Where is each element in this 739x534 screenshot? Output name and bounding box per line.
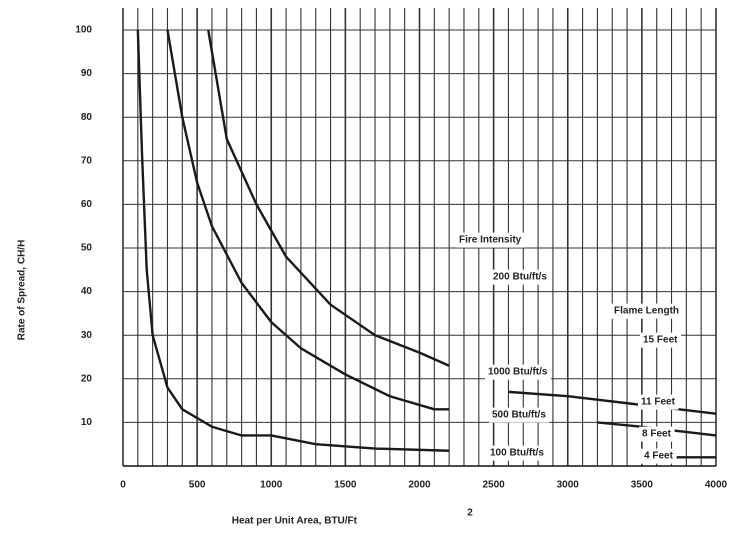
y-tick-label: 20 bbox=[81, 373, 93, 384]
y-tick-label: 10 bbox=[81, 417, 93, 428]
y-tick-label: 60 bbox=[81, 199, 93, 210]
annotation: 1000 Btu/ft/s bbox=[488, 367, 548, 378]
x-tick-label: 0 bbox=[120, 480, 126, 491]
annotation: 500 Btu/ft/s bbox=[492, 410, 546, 421]
annotation: Flame Length bbox=[614, 306, 679, 317]
x-tick-label: 3000 bbox=[557, 480, 580, 491]
x-tick-label: 1500 bbox=[334, 480, 357, 491]
curve bbox=[138, 30, 716, 457]
x-tick-label: 2500 bbox=[483, 480, 506, 491]
x-tick-label: 500 bbox=[189, 480, 206, 491]
y-tick-label: 50 bbox=[81, 243, 93, 254]
annotation: 4 Feet bbox=[644, 451, 674, 462]
annotation: 100 Btu/ft/s bbox=[490, 448, 544, 459]
annotation: 11 Feet bbox=[641, 397, 676, 408]
x-axis-label: Heat per Unit Area, BTU/Ft bbox=[232, 516, 358, 527]
annotation: 8 Feet bbox=[642, 429, 672, 440]
y-tick-label: 30 bbox=[81, 330, 93, 341]
y-tick-label: 90 bbox=[81, 68, 93, 79]
chart: Heat per Unit Area, BTU/Ft 2 Rate of Spr… bbox=[0, 0, 739, 534]
y-tick-label: 100 bbox=[75, 25, 92, 36]
annotation: 15 Feet bbox=[643, 335, 678, 346]
annotation: Fire Intensity bbox=[459, 235, 522, 246]
x-tick-label: 1000 bbox=[260, 480, 283, 491]
curve bbox=[167, 30, 716, 435]
annotation: 200 Btu/ft/s bbox=[493, 272, 547, 283]
x-axis-label-superscript: 2 bbox=[467, 508, 473, 519]
y-tick-label: 70 bbox=[81, 155, 93, 166]
x-tick-label: 2000 bbox=[408, 480, 431, 491]
y-axis-label: Rate of Spread, CH/H bbox=[17, 240, 28, 341]
curve bbox=[208, 30, 716, 414]
y-tick-label: 80 bbox=[81, 112, 93, 123]
x-tick-label: 3500 bbox=[631, 480, 654, 491]
y-tick-label: 40 bbox=[81, 286, 93, 297]
x-tick-label: 4000 bbox=[705, 480, 728, 491]
